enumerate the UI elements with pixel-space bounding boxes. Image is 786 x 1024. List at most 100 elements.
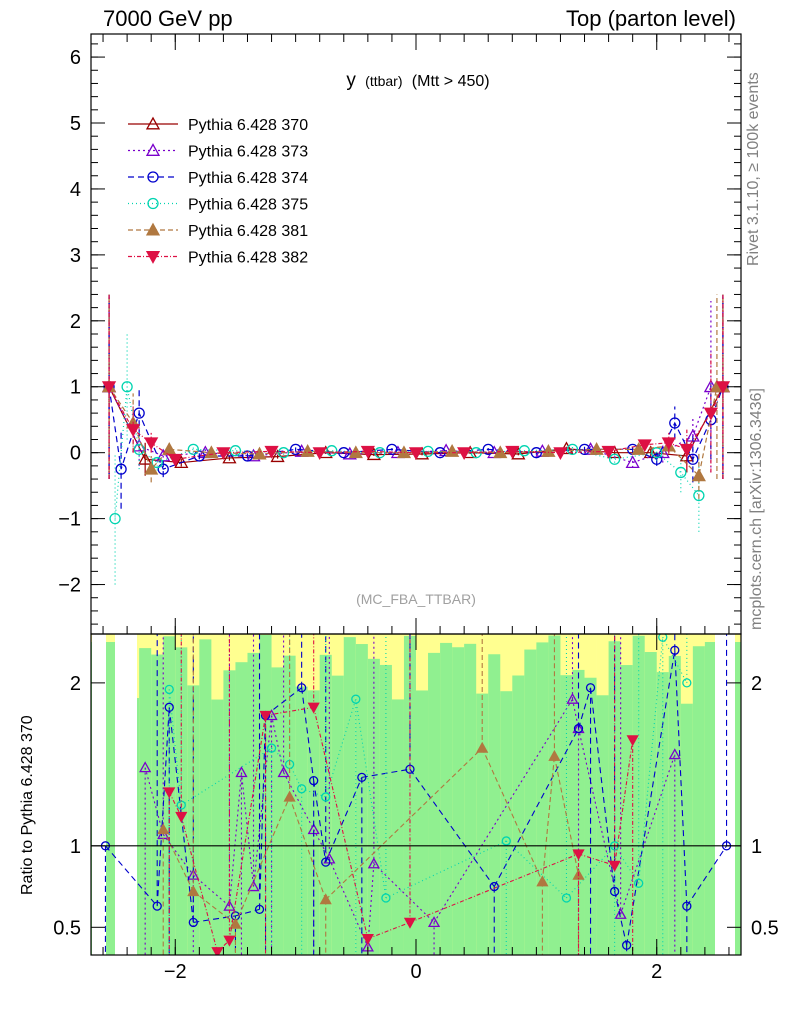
ratio-band-inner bbox=[512, 675, 525, 955]
ratio-band-inner bbox=[103, 642, 116, 955]
rivet-version-label: Rivet 3.1.10, ≥ 100k events bbox=[745, 72, 762, 266]
data-point bbox=[138, 451, 153, 465]
ratio-point bbox=[164, 684, 174, 695]
data-point bbox=[679, 443, 694, 457]
data-point bbox=[445, 444, 460, 457]
data-point bbox=[422, 445, 434, 458]
y-tick-label: 0 bbox=[70, 443, 81, 465]
ratio-y-tick-label-right: 0.5 bbox=[751, 917, 779, 939]
legend-label: Pythia 6.428 382 bbox=[188, 250, 308, 267]
data-point bbox=[530, 447, 543, 459]
data-point bbox=[162, 442, 177, 455]
data-point bbox=[360, 445, 375, 459]
data-point bbox=[229, 445, 242, 457]
ratio-point bbox=[621, 940, 632, 950]
ratio-point bbox=[427, 916, 441, 928]
y-tick-label: 5 bbox=[70, 113, 81, 135]
ratio-point bbox=[283, 790, 296, 802]
series-2 bbox=[103, 294, 729, 509]
ratio-point bbox=[247, 880, 260, 892]
ratio-band-inner bbox=[596, 695, 609, 955]
series-5 bbox=[101, 294, 731, 480]
data-point bbox=[312, 447, 327, 461]
ratio-band-inner bbox=[584, 677, 597, 955]
data-point bbox=[187, 443, 199, 456]
data-point bbox=[144, 461, 159, 475]
ratio-point bbox=[361, 934, 374, 946]
ratio-point bbox=[266, 743, 277, 753]
ratio-point bbox=[357, 772, 367, 783]
ratio-y-tick-label-right: 1 bbox=[751, 836, 762, 858]
ratio-point bbox=[608, 860, 621, 872]
ratio-point bbox=[614, 907, 627, 919]
legend-marker-swatch bbox=[145, 251, 161, 264]
ratio-point bbox=[489, 881, 499, 892]
data-point bbox=[144, 437, 159, 451]
ratio-band-inner bbox=[391, 699, 405, 955]
ratio-band-gap bbox=[715, 634, 735, 955]
data-point bbox=[669, 417, 681, 429]
data-point bbox=[715, 381, 731, 395]
x-tick-label: 2 bbox=[651, 961, 662, 983]
data-point bbox=[109, 512, 121, 525]
ratio-point bbox=[259, 710, 272, 722]
ratio-point bbox=[152, 901, 162, 911]
beam-label: 7000 GeV pp bbox=[103, 6, 233, 31]
ratio-band-inner bbox=[428, 652, 441, 955]
data-point bbox=[386, 443, 398, 456]
ratio-point bbox=[403, 917, 417, 929]
legend-item: Pythia 6.428 370 bbox=[128, 116, 308, 134]
ratio-band-inner bbox=[692, 646, 706, 955]
ratio-band-inner bbox=[319, 654, 333, 955]
data-point bbox=[687, 453, 699, 465]
legend-marker-swatch bbox=[147, 197, 159, 210]
legend: Pythia 6.428 370 Pythia 6.428 373 Pythia 6… bbox=[128, 116, 308, 267]
ratio-point bbox=[211, 947, 224, 955]
data-point bbox=[101, 381, 117, 395]
ratio-band-inner bbox=[488, 654, 501, 955]
ratio-band-gap bbox=[115, 634, 137, 955]
legend-item: Pythia 6.428 374 bbox=[128, 170, 308, 187]
title-subscript: (ttbar) bbox=[365, 73, 402, 89]
analysis-watermark: (MC_FBA_TTBAR) bbox=[356, 591, 476, 607]
ratio-point bbox=[307, 702, 320, 714]
ratio-point bbox=[668, 748, 681, 760]
legend-label: Pythia 6.428 381 bbox=[188, 223, 308, 240]
ratio-series-4 bbox=[163, 634, 639, 955]
ratio-y-tick-label-right: 2 bbox=[751, 673, 762, 695]
ratio-band-inner bbox=[476, 693, 489, 955]
ratio-point bbox=[585, 683, 596, 693]
ratio-point bbox=[367, 857, 380, 869]
ratio-point bbox=[321, 792, 331, 802]
ratio-point bbox=[319, 893, 332, 905]
data-point bbox=[703, 407, 719, 421]
data-point bbox=[115, 463, 127, 475]
ratio-y-tick-label: 0.5 bbox=[53, 917, 81, 939]
ratio-series-3 bbox=[157, 634, 585, 955]
legend-item: Pythia 6.428 382 bbox=[128, 250, 308, 267]
ratio-band-inner bbox=[416, 690, 429, 955]
ratio-band-inner bbox=[524, 649, 537, 955]
data-point bbox=[651, 453, 663, 465]
data-point bbox=[366, 447, 381, 461]
ratio-point bbox=[405, 764, 415, 774]
ratio-point bbox=[634, 878, 644, 888]
ratio-point bbox=[187, 885, 200, 897]
ratio-y-axis-label: Ratio to Pythia 6.428 370 bbox=[19, 715, 36, 895]
ratio-band-inner bbox=[464, 643, 477, 955]
ratio-band-inner bbox=[139, 648, 152, 955]
ratio-band-inner bbox=[500, 691, 513, 955]
process-label: Top (parton level) bbox=[566, 6, 736, 31]
ratio-point bbox=[566, 692, 579, 704]
axes-group: −2 −1 0 1 2 3 4 5 6 −2 0 2 0.5 0.5 1 1 2 2 bbox=[53, 33, 779, 983]
ratio-uncertainty-bands bbox=[91, 634, 742, 955]
ratio-band-inner bbox=[331, 675, 345, 955]
data-point bbox=[482, 443, 494, 456]
ratio-point bbox=[548, 749, 561, 761]
data-point bbox=[643, 445, 658, 459]
y-tick-label: 3 bbox=[70, 245, 81, 267]
data-point bbox=[289, 443, 302, 456]
legend-marker-swatch bbox=[145, 222, 161, 236]
legend-marker-swatch bbox=[145, 143, 161, 156]
